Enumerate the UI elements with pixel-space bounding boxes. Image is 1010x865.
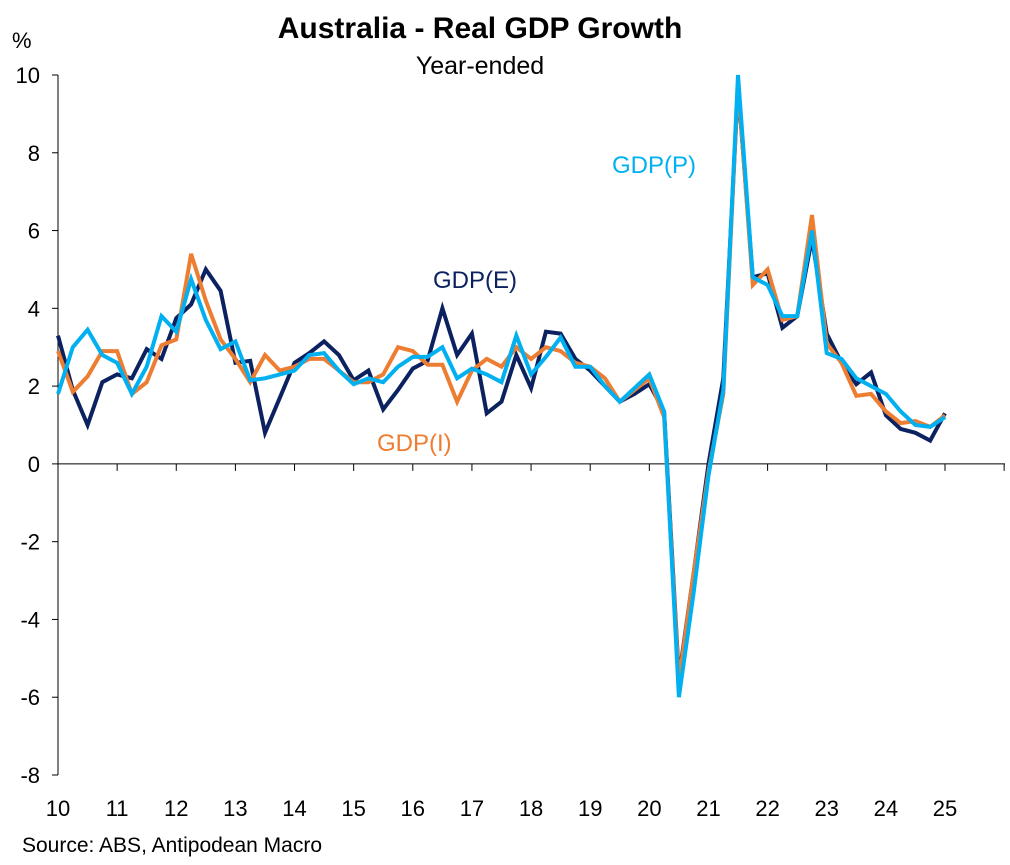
x-tick-label: 20	[637, 796, 661, 821]
chart-subtitle: Year-ended	[415, 52, 545, 80]
label-gdp-e: GDP(E)	[433, 267, 517, 294]
x-tick-label: 11	[106, 796, 129, 821]
y-tick-label: -2	[20, 530, 40, 555]
x-tick-label: 23	[814, 796, 838, 821]
y-tick-label: 2	[28, 374, 40, 399]
x-tick-label: 14	[282, 796, 306, 821]
y-tick-label: 6	[28, 219, 40, 244]
x-tick-label: 13	[223, 796, 247, 821]
source-note: Source: ABS, Antipodean Macro	[22, 834, 323, 857]
y-tick-label: -4	[20, 607, 40, 632]
series-labels: GDP(E) GDP(I) GDP(P)	[377, 152, 696, 457]
y-tick-label: 4	[28, 296, 40, 321]
x-tick-label: 19	[578, 796, 602, 821]
label-gdp-i: GDP(I)	[377, 430, 452, 457]
chart-title: Australia - Real GDP Growth	[277, 12, 683, 45]
y-tick-label: -8	[20, 763, 40, 788]
y-tick-label: 8	[28, 141, 40, 166]
x-tick-label: 17	[460, 796, 484, 821]
series-lines	[56, 74, 947, 698]
y-tick-label: 10	[16, 63, 40, 88]
x-tick-label: 18	[519, 796, 543, 821]
y-axis-unit: %	[12, 28, 32, 53]
label-gdp-p: GDP(P)	[612, 152, 696, 179]
x-tick-label: 15	[341, 796, 365, 821]
x-tick-label: 12	[164, 796, 188, 821]
x-tick-label: 22	[755, 796, 779, 821]
y-tick-label: -6	[20, 685, 40, 710]
x-tick-label: 10	[46, 796, 70, 821]
x-tick-label: 21	[696, 796, 720, 821]
x-tick-label: 25	[933, 796, 957, 821]
y-tick-label: 0	[28, 452, 40, 477]
series-line-gdp-p	[56, 74, 947, 698]
x-tick-label: 16	[401, 796, 425, 821]
x-tick-label: 24	[874, 796, 898, 821]
